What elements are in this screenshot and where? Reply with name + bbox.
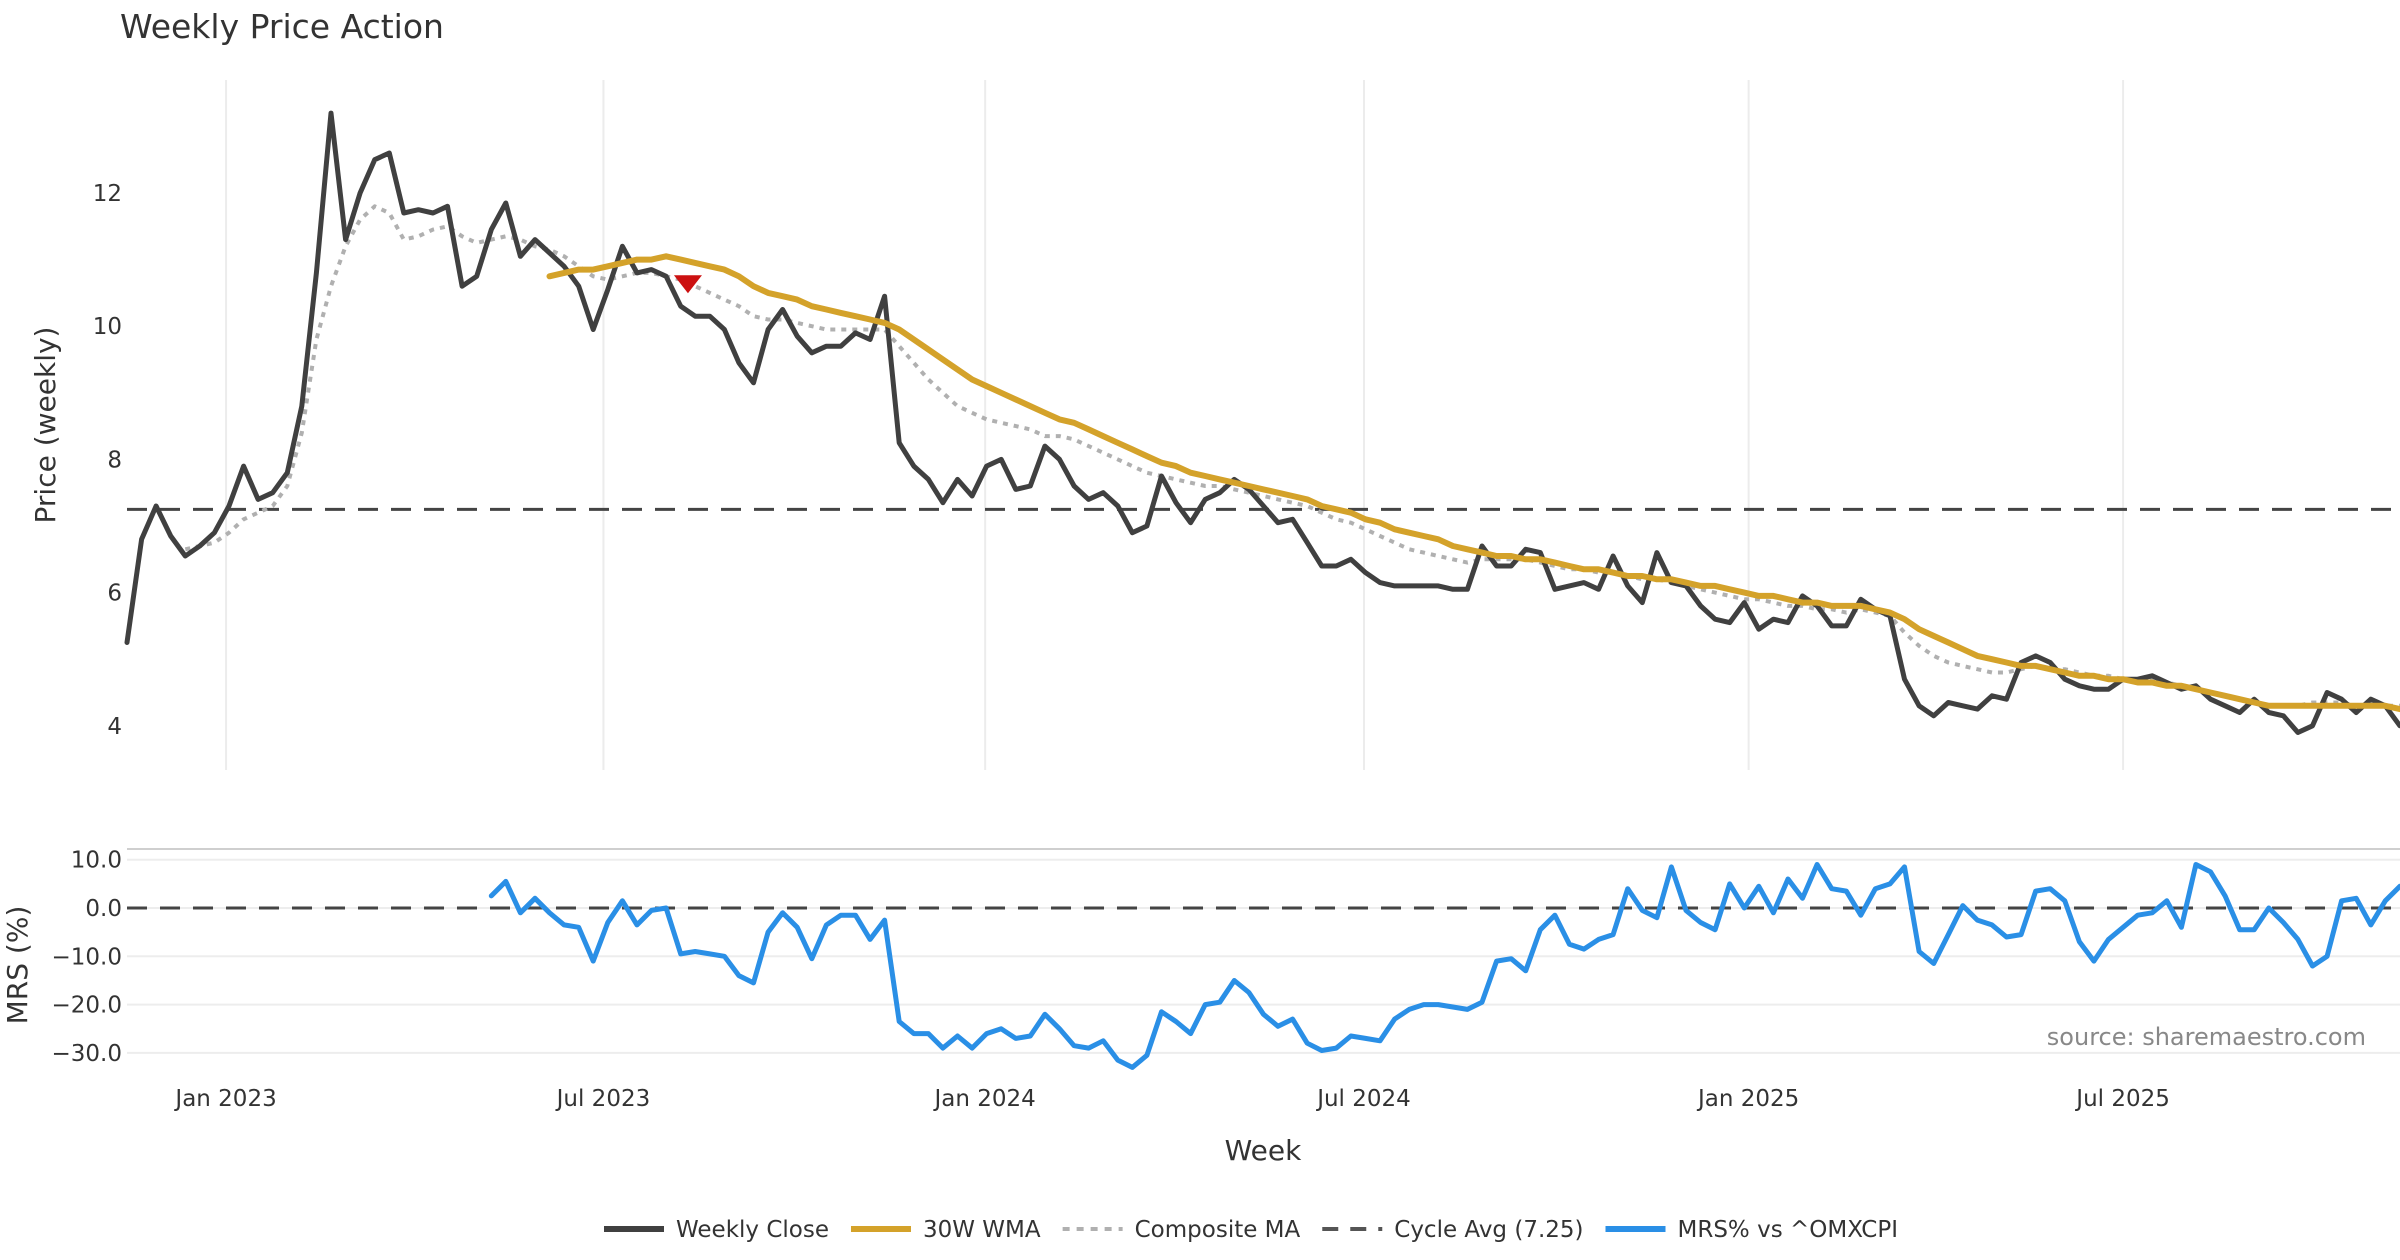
mrs-series [127, 862, 2400, 1070]
series-mrs-vs-omxcpi [488, 862, 2400, 1070]
annotations [673, 275, 702, 294]
price-series [124, 110, 2400, 735]
sell-signal-marker [673, 275, 702, 294]
series-weekly-close [124, 110, 2400, 735]
price-y-tick-label: 10 [93, 314, 122, 340]
source-credit: source: sharemaestro.com [2047, 1023, 2366, 1051]
price-y-tick-label: 12 [93, 181, 122, 207]
mrs-y-tick-label: 10.0 [71, 848, 122, 874]
x-tick-label: Jul 2023 [555, 1086, 651, 1112]
x-tick-label: Jul 2025 [2074, 1086, 2170, 1112]
legend-label: MRS% vs ^OMXCPI [1678, 1217, 1899, 1243]
x-axis-label: Week [1225, 1134, 1302, 1167]
mrs-y-axis-label: MRS (%) [1, 906, 34, 1025]
mrs-y-tick-label: −20.0 [52, 993, 122, 1019]
x-tick-label: Jul 2024 [1315, 1086, 1411, 1112]
price-y-tick-label: 4 [107, 714, 122, 740]
mrs-y-ticks: 10.0 0.0 −10.0 −20.0 −30.0 [52, 848, 122, 1067]
series-30w-wma [546, 253, 2400, 713]
x-axis-ticks: Jan 2023 Jul 2023 Jan 2024 Jul 2024 Jan 2025… [173, 1086, 2169, 1112]
mrs-y-tick-label: −30.0 [52, 1041, 122, 1067]
x-tick-label: Jan 2024 [933, 1086, 1036, 1112]
price-gridlines [225, 80, 2125, 770]
price-y-ticks: 4 6 8 10 12 [93, 181, 122, 740]
series-composite-ma [184, 204, 2400, 708]
price-y-axis-label: Price (weekly) [29, 327, 62, 524]
mrs-y-tick-label: −10.0 [52, 944, 122, 970]
price-y-tick-label: 8 [107, 447, 122, 473]
legend-label: Composite MA [1135, 1217, 1301, 1243]
legend-label: Cycle Avg (7.25) [1394, 1217, 1583, 1243]
chart-title: Weekly Price Action [120, 7, 444, 46]
mrs-y-tick-label: 0.0 [85, 896, 122, 922]
legend: Weekly Close 30W WMA Composite MA Cycle Avg… [604, 1217, 1898, 1243]
x-tick-label: Jan 2025 [1696, 1086, 1799, 1112]
price-y-tick-label: 6 [107, 581, 122, 607]
x-tick-label: Jan 2023 [173, 1086, 276, 1112]
legend-label: 30W WMA [923, 1217, 1041, 1243]
legend-label: Weekly Close [676, 1217, 829, 1243]
